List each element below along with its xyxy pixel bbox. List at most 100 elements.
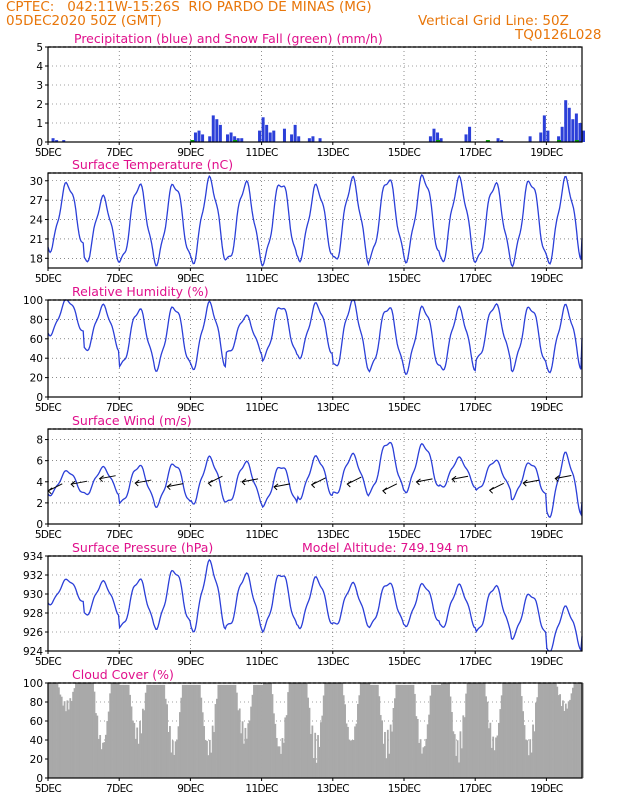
cloud-bar	[307, 697, 309, 778]
cloud-bar	[463, 717, 466, 778]
cloud-bar	[271, 694, 274, 778]
cloud-bar	[436, 684, 439, 778]
cloud-bar	[151, 684, 154, 778]
xtick-label: 17DEC	[459, 147, 492, 159]
cloud-bar	[134, 738, 137, 778]
cloud-bar	[99, 735, 102, 778]
cloud-bar	[446, 683, 449, 778]
cloud-bar	[475, 683, 477, 778]
ytick-label: 18	[30, 253, 43, 265]
cloud-bar	[72, 691, 75, 778]
cloud-bar	[579, 683, 581, 778]
xtick-label: 9DEC	[177, 273, 204, 285]
xtick-label: 9DEC	[177, 147, 204, 159]
precip-bar	[211, 115, 215, 142]
cloud-bar	[341, 683, 344, 778]
xtick-label: 15DEC	[388, 402, 421, 414]
cloud-bar	[291, 683, 294, 778]
wind-arrow	[241, 478, 259, 483]
cloud-bar	[452, 731, 455, 778]
precip-bar	[62, 140, 66, 142]
cloud-bar	[272, 713, 275, 778]
cloud-bar	[479, 683, 482, 778]
cloud-bar	[419, 739, 422, 778]
cloud-bar	[274, 723, 277, 778]
cloud-bar	[515, 683, 517, 778]
ytick-label: 928	[23, 608, 43, 620]
cloud-bar	[314, 732, 317, 778]
cloud-bar	[554, 683, 557, 778]
xtick-label: 19DEC	[530, 147, 563, 159]
cloud-bar	[184, 684, 187, 778]
cloud-bar	[198, 684, 201, 778]
cloud-bar	[509, 683, 512, 778]
cloud-bar	[240, 733, 243, 778]
cloud-bar	[110, 683, 113, 778]
cloud-bar	[255, 684, 258, 778]
precip-bar	[571, 119, 575, 142]
cloud-bar	[226, 684, 228, 778]
cloud-bar	[264, 683, 267, 778]
cloud-bar	[261, 684, 264, 778]
precip-bar	[539, 132, 543, 142]
panel-title: Relative Humidity (%)	[72, 284, 209, 299]
precip-bar	[574, 113, 578, 142]
cloud-bar	[445, 683, 448, 778]
cloud-bar	[406, 684, 409, 778]
cloud-bar	[234, 684, 237, 778]
ytick-label: 5	[36, 42, 43, 54]
ytick-label: 60	[30, 334, 43, 346]
ytick-label: 100	[23, 295, 43, 307]
cloud-bar	[123, 684, 126, 778]
cloud-bar	[315, 762, 318, 778]
precip-bar	[51, 138, 55, 142]
panel-annotation: Model Altitude: 749.194 m	[302, 540, 468, 555]
cloud-bar	[516, 683, 519, 778]
xtick-label: 9DEC	[177, 656, 204, 668]
cloud-bar	[297, 683, 299, 778]
cloud-bar	[69, 698, 72, 778]
cloud-bar	[75, 683, 77, 778]
precip-bar	[496, 138, 500, 142]
cloud-bar	[80, 683, 83, 778]
cloud-bar	[503, 683, 506, 778]
cloud-bar	[113, 683, 116, 778]
cloud-bar	[147, 684, 150, 778]
panel-wind: 0 2 4 6 8 5DEC 7DEC 9DEC 11DEC 13DEC 15DEC 17DEC 19D…	[35, 413, 583, 541]
cloud-bar	[280, 753, 282, 778]
cloud-bar	[482, 683, 485, 778]
precip-bar	[436, 132, 440, 142]
cloud-bar	[203, 726, 206, 778]
cloud-bar	[415, 716, 418, 778]
cloud-bar	[566, 708, 569, 778]
cloud-bar	[223, 684, 225, 778]
cloud-bar	[394, 698, 396, 778]
cloud-bar	[460, 748, 463, 778]
cloud-bar	[562, 700, 564, 778]
ytick-label: 24	[30, 215, 44, 227]
cloud-bar	[285, 715, 288, 778]
cloud-bar	[381, 720, 384, 778]
cloud-bar	[549, 683, 552, 778]
precip-bar	[542, 115, 546, 142]
xtick-label: 7DEC	[106, 273, 133, 285]
cloud-bar	[149, 684, 151, 778]
ytick-label: 6	[36, 456, 43, 468]
cloud-bar	[177, 726, 180, 778]
xtick-label: 11DEC	[245, 529, 278, 541]
cloud-bar	[395, 684, 398, 778]
precip-bar	[428, 136, 432, 142]
cloud-bar	[201, 712, 204, 778]
cloud-bar	[117, 683, 120, 778]
precip-bar	[261, 117, 265, 142]
wind-arrow	[71, 480, 88, 485]
cloud-bar	[90, 683, 93, 778]
cloud-bar	[200, 697, 203, 778]
panel-cloud: 0 20 40 60 80 100 5DEC 7DEC 9DEC 11DEC 13DEC 15DEC 1…	[23, 667, 584, 795]
panel-title: Surface Pressure (hPa)	[72, 540, 213, 555]
cloud-bar	[94, 713, 97, 778]
cloud-bar	[382, 743, 385, 778]
cloud-bar	[574, 683, 577, 778]
cloud-bar	[53, 683, 56, 778]
